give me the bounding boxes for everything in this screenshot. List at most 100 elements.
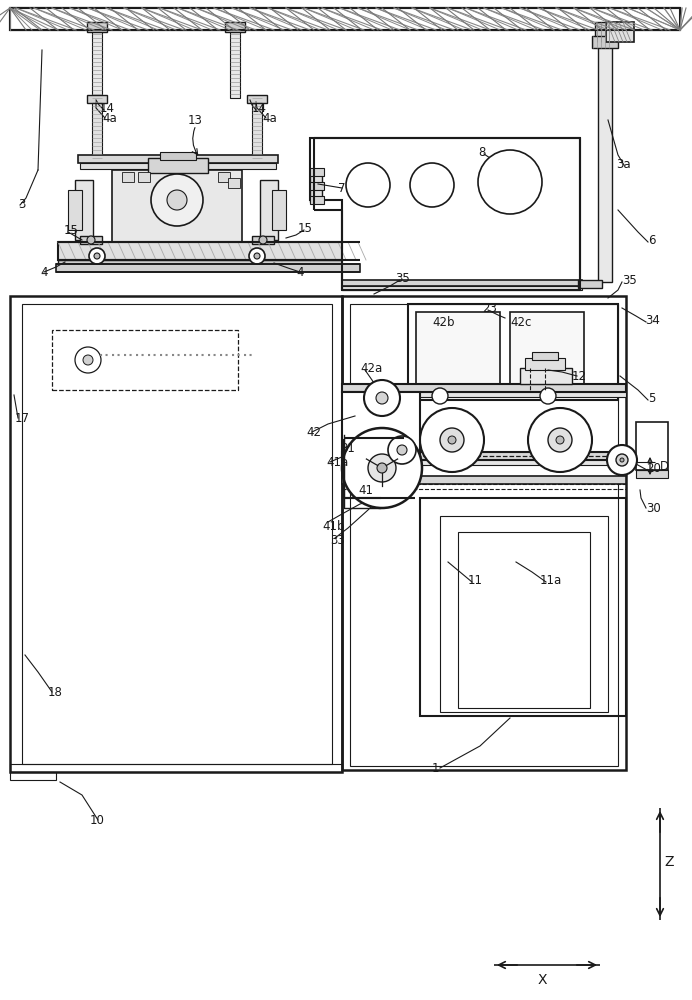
Bar [342,460,626,465]
Text: 20: 20 [646,462,661,475]
Bar [58,242,360,260]
Text: 18: 18 [48,686,63,698]
Bar [440,516,608,712]
Bar [252,98,262,160]
Circle shape [388,436,416,464]
Bar [458,532,590,708]
Text: 42: 42 [306,426,321,438]
Bar [78,155,278,163]
Text: 42b: 42b [432,316,455,328]
Circle shape [397,445,407,455]
Circle shape [368,454,396,482]
Bar [578,280,602,288]
Circle shape [83,355,93,365]
Bar [520,368,572,384]
Text: 5: 5 [648,391,655,404]
Circle shape [556,436,564,444]
Bar [75,180,93,240]
Circle shape [342,428,422,508]
Bar [52,330,238,390]
Bar [342,286,582,290]
Bar [148,158,208,173]
Text: 6: 6 [648,233,655,246]
Text: 30: 30 [646,502,661,514]
Text: 41b: 41b [322,520,345,532]
Circle shape [364,380,400,416]
Text: 7: 7 [338,182,345,194]
Bar [218,172,230,182]
Bar [342,384,626,392]
Bar [225,22,245,32]
Bar [342,452,626,460]
Bar [260,180,278,240]
Text: 42a: 42a [360,361,382,374]
Circle shape [607,445,637,475]
Bar [342,476,626,484]
Bar [87,95,107,103]
Bar [532,352,558,360]
Bar [310,182,324,190]
Circle shape [89,248,105,264]
Text: 34: 34 [645,314,660,326]
Bar [592,36,618,48]
Bar [595,22,617,42]
Bar [636,470,668,478]
Bar [87,22,107,32]
Bar [310,168,324,176]
Bar [342,392,420,464]
Circle shape [410,163,454,207]
Bar [122,172,134,182]
Text: 23: 23 [482,302,497,314]
Text: 3a: 3a [616,158,630,172]
Bar [408,304,618,400]
Circle shape [254,253,260,259]
Bar [272,190,286,230]
Bar [10,8,680,30]
Bar [228,178,240,188]
Circle shape [548,428,572,452]
Circle shape [259,236,267,244]
Text: X: X [537,973,547,987]
Text: 33: 33 [330,534,345,546]
Circle shape [540,388,556,404]
Bar [10,764,342,772]
Bar [56,264,360,272]
Bar [10,8,680,30]
Bar [10,296,342,772]
Bar [247,95,267,103]
Circle shape [478,150,542,214]
Circle shape [376,392,388,404]
Bar [230,30,240,98]
Bar [138,172,150,182]
Bar [252,236,274,244]
Bar [420,498,626,716]
Text: 12: 12 [572,369,587,382]
Bar [80,163,276,169]
Bar [22,304,332,764]
Bar [68,190,82,230]
Text: 4: 4 [40,265,48,278]
Circle shape [528,408,592,472]
Bar [160,152,196,160]
Text: 42c: 42c [510,316,531,328]
Circle shape [620,458,624,462]
Bar [510,312,584,390]
Text: 4: 4 [296,265,304,278]
Bar [92,30,102,98]
Circle shape [94,253,100,259]
Text: 11a: 11a [540,574,562,586]
Bar [416,312,500,390]
Bar [58,260,360,266]
Bar [92,98,102,160]
Bar [350,304,618,766]
Bar [112,170,242,242]
Text: 41: 41 [358,484,373,496]
Circle shape [151,174,203,226]
Bar [342,280,582,286]
Text: 35: 35 [395,271,410,284]
Circle shape [87,236,95,244]
Text: 11: 11 [468,574,483,586]
Bar [636,422,668,470]
Bar [342,484,626,489]
Bar [342,392,626,397]
